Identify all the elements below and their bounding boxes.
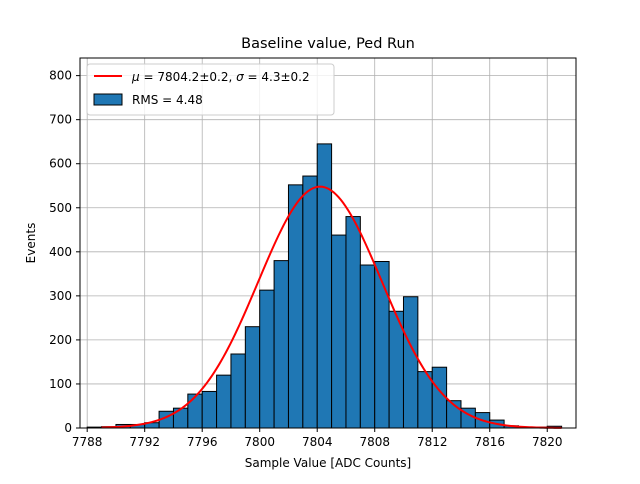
y-tick-label: 100 bbox=[49, 377, 72, 391]
histogram-bar bbox=[374, 261, 390, 429]
chart-title: Baseline value, Ped Run bbox=[241, 36, 415, 52]
x-axis-label: Sample Value [ADC Counts] bbox=[245, 456, 411, 470]
legend-sigma-symbol: σ bbox=[236, 70, 244, 84]
histogram-bar bbox=[273, 260, 289, 429]
legend-sigma-value: = 4.3±0.2 bbox=[244, 70, 310, 84]
histogram-bar bbox=[402, 296, 419, 429]
y-axis-label: Events bbox=[24, 223, 38, 264]
legend-hist-label: RMS = 4.48 bbox=[132, 93, 203, 107]
x-tick-label: 7800 bbox=[244, 435, 275, 449]
histogram-bar bbox=[431, 366, 448, 429]
histogram-bar bbox=[388, 310, 404, 429]
histogram-bar bbox=[287, 184, 304, 429]
legend-box bbox=[86, 63, 335, 116]
histogram-bar bbox=[244, 326, 261, 429]
y-tick-label: 0 bbox=[64, 421, 72, 435]
x-tick-label: 7820 bbox=[532, 435, 563, 449]
legend-mu-value: = 7804.2±0.2, bbox=[140, 70, 236, 84]
y-tick-label: 400 bbox=[49, 245, 72, 259]
histogram-bar bbox=[302, 175, 318, 429]
x-tick-label: 7812 bbox=[417, 435, 448, 449]
legend: μ = 7804.2±0.2, σ = 4.3±0.2 RMS = 4.48 bbox=[86, 63, 335, 116]
legend-mu-symbol: μ bbox=[131, 70, 140, 84]
histogram-bar bbox=[359, 264, 376, 429]
x-tick-label: 7808 bbox=[359, 435, 390, 449]
histogram-bar bbox=[345, 216, 361, 429]
x-tick-label: 7792 bbox=[129, 435, 160, 449]
y-tick-label: 200 bbox=[49, 333, 72, 347]
histogram-bar bbox=[216, 374, 232, 429]
x-axis-ticks: 7788 7792 7796 7800 7804 7808 7812 7816 7820 bbox=[72, 428, 563, 449]
y-tick-label: 700 bbox=[49, 113, 72, 127]
plot-frame bbox=[79, 57, 577, 429]
x-tick-label: 7788 bbox=[72, 435, 103, 449]
histogram-bar bbox=[259, 289, 275, 429]
histogram-bar bbox=[230, 353, 246, 429]
x-tick-label: 7804 bbox=[302, 435, 333, 449]
y-tick-label: 300 bbox=[49, 289, 72, 303]
histogram-bar bbox=[331, 234, 347, 429]
histogram-bar bbox=[201, 390, 218, 429]
y-tick-label: 500 bbox=[49, 201, 72, 215]
y-axis-ticks: 0 100 200 300 400 500 600 700 800 bbox=[49, 69, 80, 435]
y-tick-label: 600 bbox=[49, 157, 72, 171]
x-tick-label: 7816 bbox=[474, 435, 505, 449]
histogram-bar bbox=[187, 393, 203, 429]
legend-hist-swatch bbox=[93, 93, 123, 106]
y-tick-label: 800 bbox=[49, 69, 72, 83]
gaussian-fit-curve bbox=[101, 185, 562, 429]
legend-fit-label: μ = 7804.2±0.2, σ = 4.3±0.2 bbox=[131, 70, 310, 84]
x-tick-label: 7796 bbox=[187, 435, 218, 449]
